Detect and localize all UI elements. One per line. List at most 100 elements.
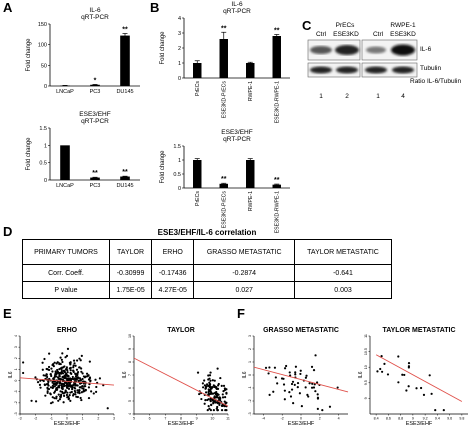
y-tick-label: 0 xyxy=(44,84,47,90)
y-tick-label: 3 xyxy=(14,346,18,348)
scatter-point xyxy=(212,384,215,387)
scatter-point xyxy=(289,374,292,377)
y-tick-label: 0 xyxy=(14,380,18,382)
scatter-point xyxy=(264,366,268,369)
scatter-point xyxy=(63,375,67,378)
significance-mark: ** xyxy=(221,25,227,32)
scatter-point xyxy=(200,397,203,401)
scatter-point xyxy=(222,390,225,393)
scatter-point xyxy=(46,375,49,379)
scatter-point xyxy=(60,378,63,381)
scatter-point xyxy=(61,352,64,355)
chart-title: GRASSO METASTATIC xyxy=(263,327,339,334)
scatter-point xyxy=(41,368,44,371)
scatter-point xyxy=(76,376,79,379)
scatter-point xyxy=(294,371,297,374)
scatter-point xyxy=(72,370,75,374)
scatter-point xyxy=(206,409,209,412)
x-tick-label: -4 xyxy=(262,417,265,421)
scatter-point xyxy=(80,354,83,358)
scatter-point xyxy=(22,371,25,375)
scatter-point xyxy=(81,385,84,388)
x-axis-label: ESE3/EHF xyxy=(168,421,195,426)
x-tick-label: 8.4 xyxy=(374,417,379,421)
scatter-point xyxy=(67,398,70,401)
scatter-point xyxy=(80,391,83,394)
x-axis-label: ESE3/EHF xyxy=(406,421,433,426)
table-cell: 1.75E-05 xyxy=(108,281,153,299)
scatter-point xyxy=(210,403,213,406)
scatter-point xyxy=(59,396,62,399)
chart-title: TAYLOR METASTATIC xyxy=(382,327,455,334)
scatter-point xyxy=(61,360,64,364)
scatter-point xyxy=(41,361,44,364)
x-tick-label: DU145 xyxy=(116,89,133,95)
scatter-point xyxy=(87,396,91,400)
x-tick-label: -2 xyxy=(281,417,284,421)
y-tick-label: 9 xyxy=(364,397,368,399)
scatter-point xyxy=(88,360,91,363)
scatter-point xyxy=(296,386,299,389)
y-tick-label: 1 xyxy=(44,143,47,149)
y-tick-label: 11 xyxy=(364,334,368,338)
scatter-point xyxy=(376,370,379,373)
y-tick-label: 3 xyxy=(178,31,181,37)
x-tick-label: 9.8 xyxy=(459,417,464,421)
scatter-point xyxy=(65,372,68,375)
scatter-point xyxy=(47,365,51,369)
scatter-point xyxy=(294,365,298,368)
scatter-point xyxy=(50,374,53,378)
y-tick-label: 10.5 xyxy=(364,348,368,355)
scatter-point xyxy=(79,396,82,400)
scatter-point xyxy=(61,375,64,379)
scatter-point xyxy=(72,366,75,369)
x-tick-label: 4 xyxy=(338,417,340,421)
scatter-point xyxy=(221,396,225,399)
bar xyxy=(219,39,228,78)
scatter-point xyxy=(71,375,74,379)
blot-bands xyxy=(307,39,418,78)
scatter-point xyxy=(53,385,56,388)
x-tick-label: 8.6 xyxy=(386,417,391,421)
x-tick-label: RWPE-1 xyxy=(248,191,254,211)
y-tick-label: 1 xyxy=(14,368,18,370)
x-tick-label: 5 xyxy=(133,417,135,421)
scatter-point xyxy=(294,373,297,376)
y-tick-label: 10 xyxy=(364,365,368,369)
table-cell: -0.30999 xyxy=(108,264,153,282)
bar xyxy=(193,63,202,78)
blot-band xyxy=(310,46,332,54)
scatter-point xyxy=(65,354,69,357)
scatter-point xyxy=(85,372,89,375)
scatter-point xyxy=(305,374,308,377)
scatter-point xyxy=(83,376,86,379)
x-tick-label: 8.8 xyxy=(398,417,403,421)
scatter-point xyxy=(94,378,97,381)
bar xyxy=(246,63,255,78)
x-tick-label: 6 xyxy=(149,417,151,421)
scatter-point xyxy=(274,376,277,379)
x-tick-label: 9.2 xyxy=(423,417,428,421)
y-tick-label: -3 xyxy=(14,412,18,415)
x-tick-label: 2 xyxy=(97,417,99,421)
table-header: GRASSO METASTATIC xyxy=(193,239,296,265)
scatter-point xyxy=(428,374,431,377)
scatter-point xyxy=(293,383,296,386)
x-axis-label: ESE3/EHF xyxy=(54,421,81,426)
scatter-point xyxy=(71,394,75,397)
x-tick-label: PrECs xyxy=(195,191,201,206)
scatter-point xyxy=(211,399,214,402)
scatter-point xyxy=(288,391,291,394)
chart-title: ESE3/EHF xyxy=(79,111,110,118)
y-tick-label: -1 xyxy=(248,386,252,389)
scatter-point xyxy=(66,379,70,382)
bar xyxy=(120,35,130,86)
scatter-point xyxy=(316,407,319,410)
table-cell: P value xyxy=(22,281,110,299)
scatter-point xyxy=(49,402,53,405)
scatter-point xyxy=(57,377,60,380)
scatter-point xyxy=(51,370,54,373)
scatter-point xyxy=(66,377,70,380)
scatter-point xyxy=(311,382,314,385)
